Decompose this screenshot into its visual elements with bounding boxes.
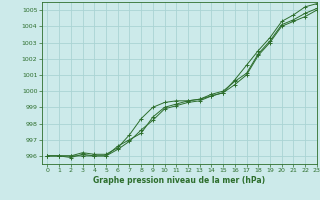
X-axis label: Graphe pression niveau de la mer (hPa): Graphe pression niveau de la mer (hPa) (93, 176, 265, 185)
